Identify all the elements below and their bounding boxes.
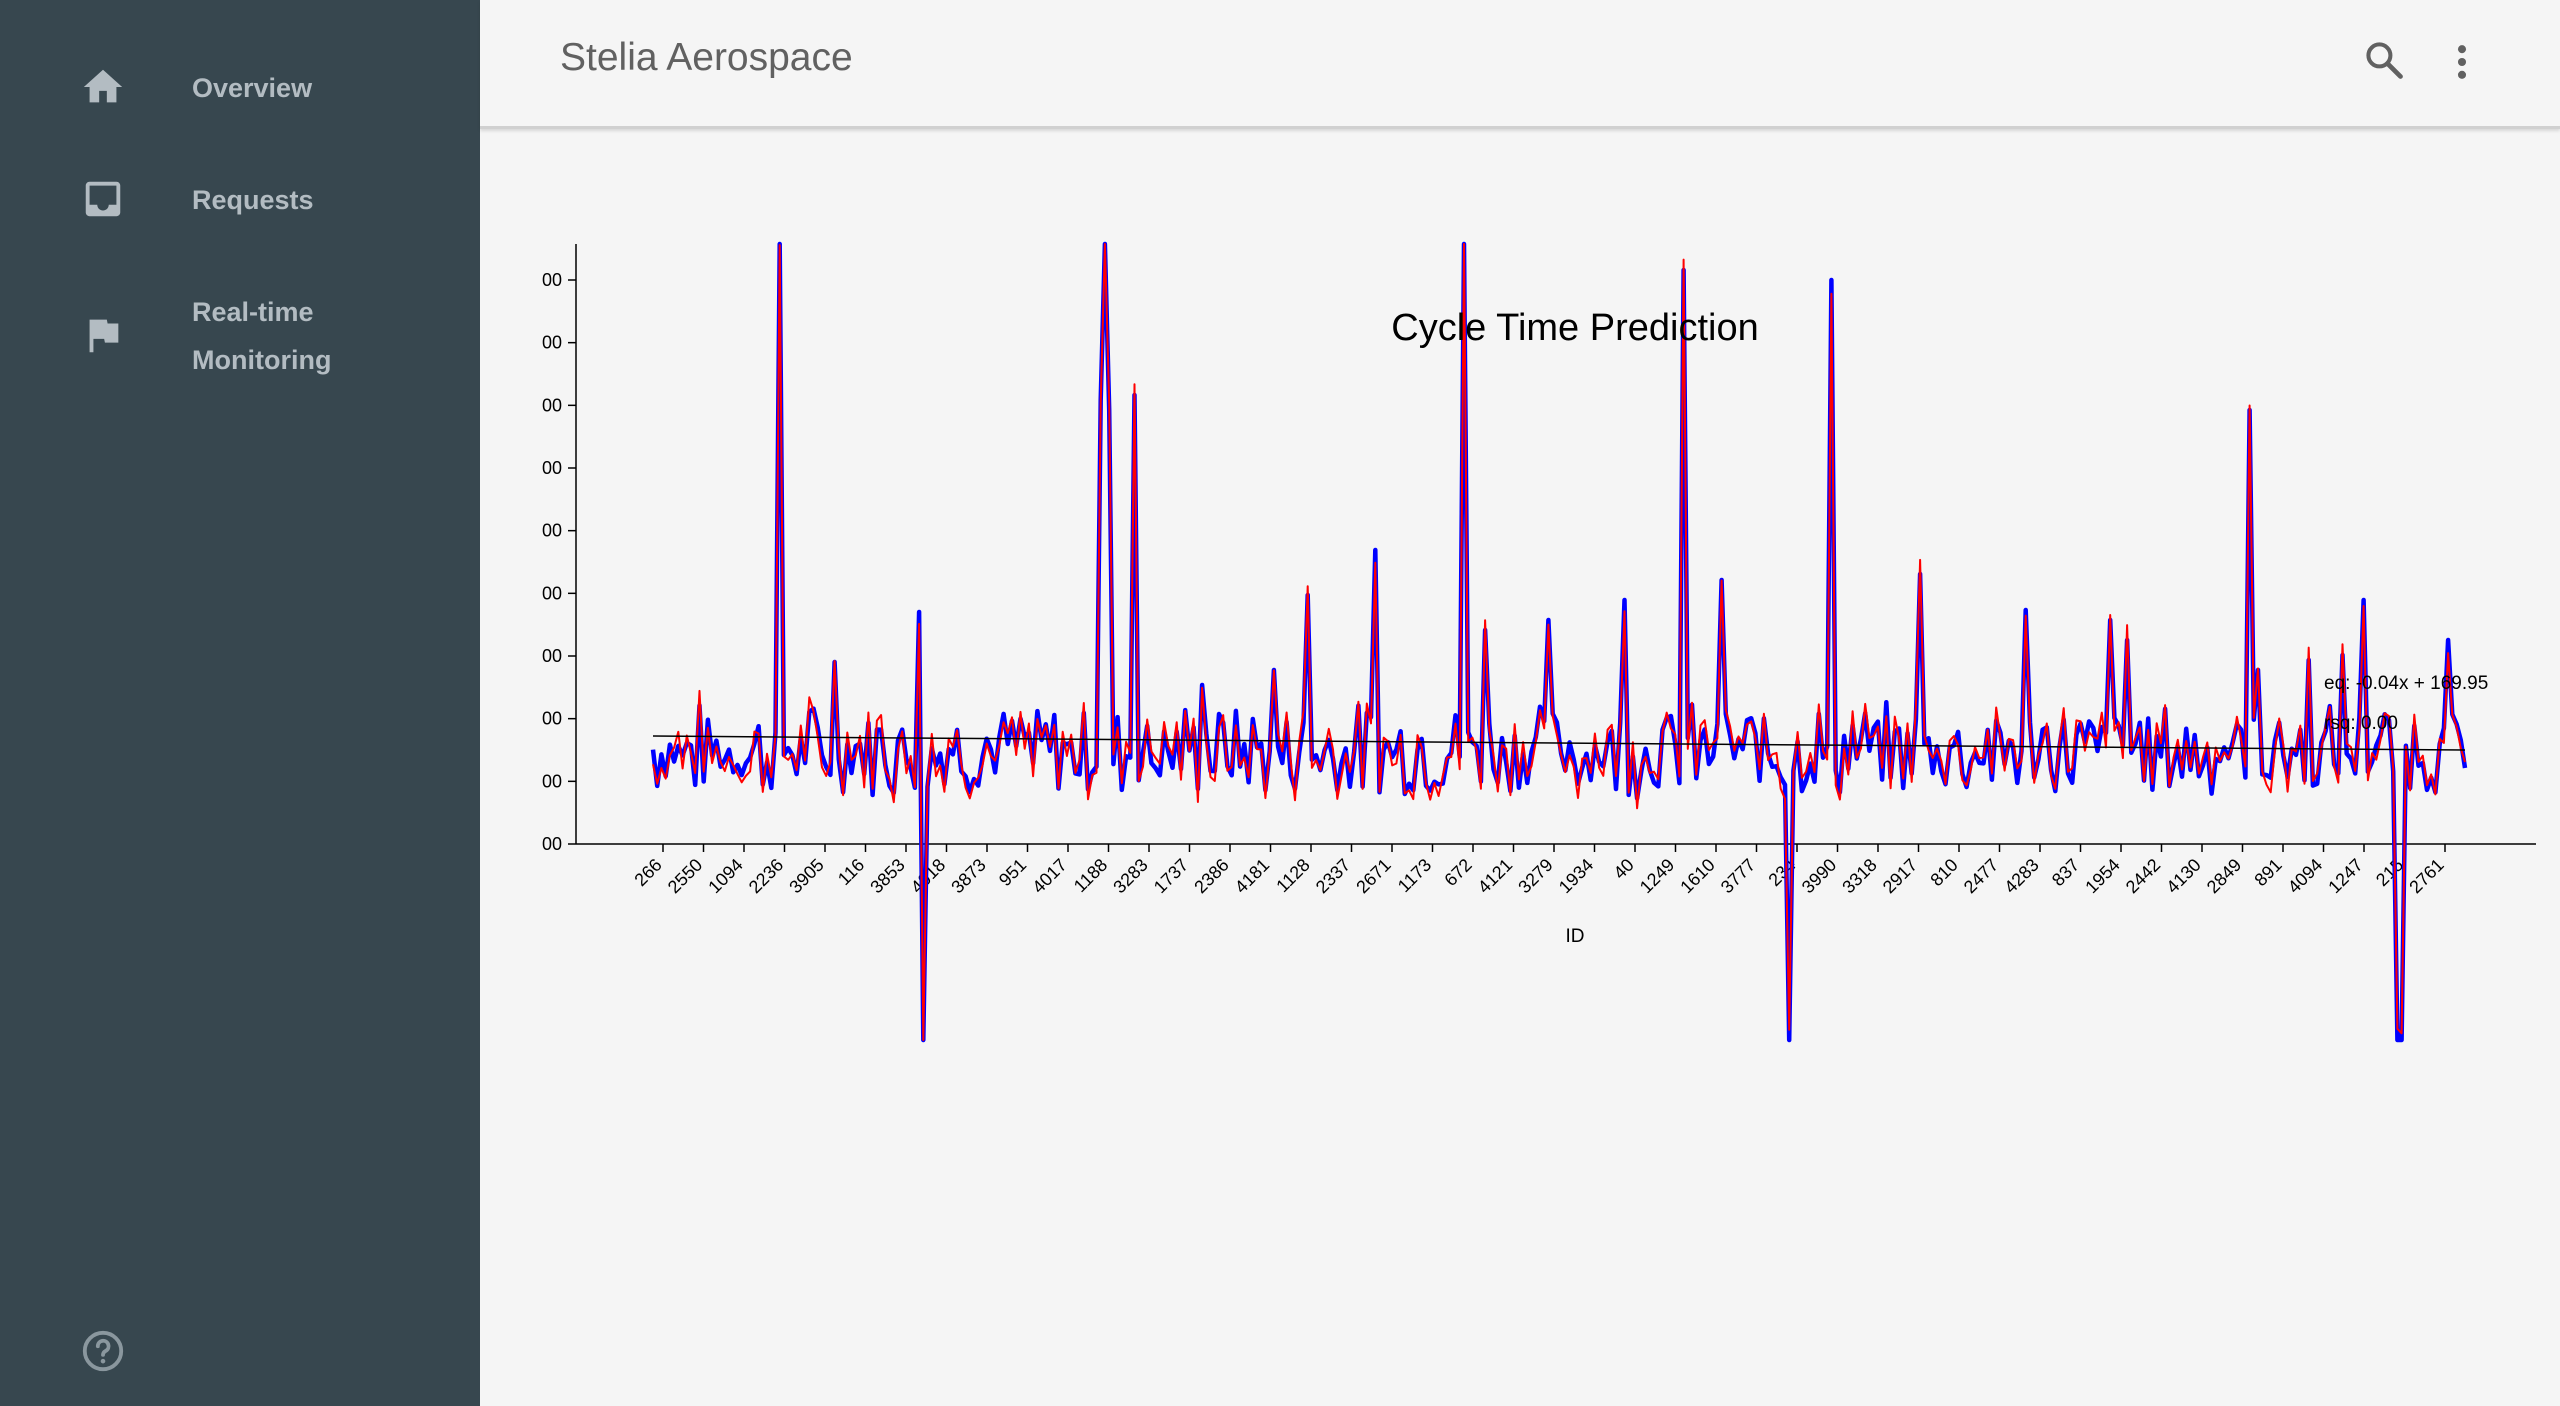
x-tick-label: 116 [834,855,868,889]
x-tick-label: 1188 [1070,855,1112,897]
y-tick-label: 00 [542,771,562,791]
x-tick-label: 4181 [1231,855,1273,897]
y-tick-label: 00 [542,521,562,541]
x-tick-label: 1249 [1636,855,1678,897]
x-tick-label: 672 [1440,855,1475,890]
sidebar-item-requests[interactable]: Requests [0,176,480,224]
series-predicted-line [652,243,2466,1041]
home-icon [83,69,123,103]
sidebar-item-real-time-monitoring[interactable]: Real-time Monitoring [0,288,480,384]
x-tick-label: 3279 [1514,855,1556,897]
x-tick-label: 3318 [1838,855,1880,897]
x-tick-label: 891 [2250,855,2285,890]
x-tick-label: 2849 [2203,855,2245,897]
cycle-time-chart: 00 00 00 00 00 00 00 00 00 00 266 2550 1094 2236 3905 1… [480,200,2560,1100]
x-tick-label: 40 [1610,855,1638,883]
search-icon[interactable] [2362,38,2406,82]
chart-title: Cycle Time Prediction [1391,307,1758,349]
sidebar-item-label-line1: Real-time [192,297,314,327]
help-circle-icon[interactable] [80,1328,126,1374]
flag-icon [89,319,119,353]
x-tick-label: 3777 [1717,855,1759,897]
y-tick-label: 00 [542,583,562,603]
x-tick-label: 4121 [1474,855,1516,897]
x-tick-label: 1610 [1676,855,1718,897]
x-tick-label: 4283 [2000,855,2042,897]
y-tick-label: 00 [542,709,562,729]
sidebar-item-label: Requests [192,185,314,215]
x-tick-label: 3853 [866,855,908,897]
x-tick-label: 951 [995,855,1030,890]
x-tick-label: 3283 [1109,855,1151,897]
sidebar-item-label-line2: Monitoring [192,345,332,375]
trend-line [652,735,2466,751]
sidebar: Overview Requests Real-time Monitoring [0,0,480,1406]
trend-r2: rsq: 0.00 [2324,713,2398,734]
x-tick-label: 2477 [1960,855,2002,897]
y-tick-label: 00 [542,270,562,290]
x-tick-label: 1094 [704,855,746,897]
x-tick-label: 1737 [1150,855,1192,897]
x-tick-label: 4094 [2284,855,2326,897]
x-tick-label: 266 [630,855,665,890]
y-tick-label: 00 [542,458,562,478]
y-tick-label: 00 [542,333,562,353]
y-tick-label: 00 [542,395,562,415]
x-tick-label: 4130 [2162,855,2204,897]
app-title: Stelia Aerospace [560,36,853,79]
x-tick-label: 2337 [1312,855,1354,897]
x-tick-label: 2550 [664,855,706,897]
x-tick-label: 2761 [2405,855,2447,897]
sidebar-item-overview[interactable]: Overview [0,64,480,112]
x-tick-label: 3990 [1798,855,1840,897]
x-tick-label: 2442 [2122,855,2164,897]
x-tick-label: 1247 [2324,855,2366,897]
x-tick-label: 1954 [2081,855,2123,897]
x-tick-label: 3905 [785,855,827,897]
sidebar-item-label: Overview [192,73,313,103]
x-tick-label: 1128 [1272,855,1314,897]
x-tick-label: 2671 [1352,855,1394,897]
x-tick-label: 2386 [1190,855,1232,897]
more-vert-icon[interactable] [2440,40,2484,84]
x-tick-label: 837 [2048,855,2083,890]
y-tick-label: 00 [542,834,562,854]
x-tick-label: 1173 [1394,855,1436,897]
app-header: Stelia Aerospace [480,0,2560,129]
x-tick-label: 2917 [1879,855,1921,897]
x-tick-label: 234 [1764,855,1799,890]
inbox-icon [85,181,121,217]
x-axis-label: ID [1566,926,1585,947]
y-tick-label: 00 [542,646,562,666]
x-tick-label: 4017 [1028,855,1070,897]
x-tick-label: 810 [1926,855,1961,890]
x-tick-label: 1934 [1555,855,1597,897]
x-tick-label: 2236 [745,855,787,897]
trend-equation: eq: -0.04x + 169.95 [2324,673,2488,694]
x-tick-label: 3873 [947,855,989,897]
